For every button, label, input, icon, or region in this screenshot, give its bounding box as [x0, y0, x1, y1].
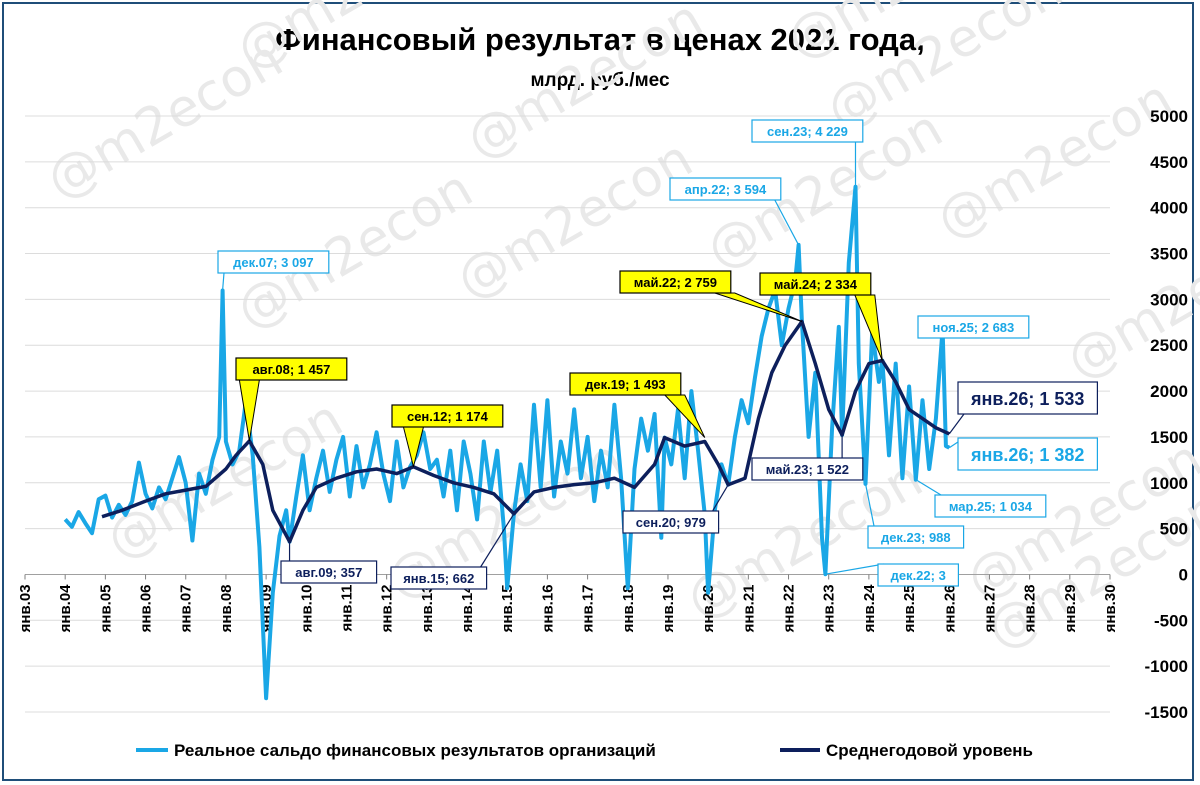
annotation-pointer — [774, 199, 800, 246]
x-tick-label: янв.18 — [620, 584, 637, 632]
x-tick-label: янв.04 — [57, 584, 74, 633]
watermark-text: @m2econ — [227, 159, 483, 342]
series-line-average — [101, 319, 951, 544]
y-tick-label: 1000 — [1150, 474, 1188, 493]
y-tick-label: 4500 — [1150, 153, 1188, 172]
annotation-label: авг.08; 1 457 — [252, 362, 330, 377]
x-tick-label: янв.25 — [901, 584, 918, 632]
x-tick-label: янв.03 — [17, 584, 34, 632]
x-tick-label: янв.24 — [861, 584, 878, 633]
annotation-pointer — [712, 484, 729, 512]
annotation-label: янв.26; 1 382 — [970, 445, 1085, 465]
x-tick-label: янв.16 — [539, 584, 556, 632]
annotation-pointer — [480, 513, 515, 568]
annotation-label: авг.09; 357 — [295, 565, 362, 580]
annotation-box — [619, 270, 732, 294]
annotation-box — [957, 437, 1098, 471]
annotation-label: янв.26; 1 533 — [970, 389, 1085, 409]
x-tick-label: янв.12 — [379, 584, 396, 632]
y-tick-label: -1000 — [1145, 657, 1188, 676]
x-tick-label: янв.20 — [700, 584, 717, 632]
x-tick-label: янв.06 — [138, 584, 155, 632]
chart-subtitle: млрд. руб./мес — [530, 70, 670, 91]
annotation-label: дек.07; 3 097 — [233, 255, 314, 270]
annotation-pointer — [221, 272, 225, 291]
watermark-text: @m2econ — [227, 0, 483, 81]
y-tick-label: 500 — [1160, 520, 1188, 539]
y-tick-label: 1500 — [1150, 428, 1188, 447]
x-tick-label: янв.10 — [298, 584, 315, 632]
annotation-label: сен.12; 1 174 — [407, 409, 489, 424]
chart-title: Финансовый результат в ценах 2021 года, — [275, 22, 925, 57]
watermark-text: @m2econ — [927, 69, 1183, 252]
annotation-box — [759, 272, 872, 296]
x-tick-label: янв.30 — [1102, 584, 1119, 632]
y-tick-label: 3500 — [1150, 245, 1188, 264]
annotation-label: апр.22; 3 594 — [685, 182, 767, 197]
legend-label-average: Среднегодовой уровень — [826, 741, 1033, 760]
annotation-label: дек.19; 1 493 — [585, 377, 666, 392]
legend-label-real: Реальное сальдо финансовых результатов о… — [174, 741, 656, 760]
annotation-box — [751, 457, 864, 481]
x-tick-label: янв.07 — [178, 584, 195, 632]
annotation-pointer — [948, 413, 965, 435]
y-tick-label: 5000 — [1150, 107, 1188, 126]
y-tick-label: 4000 — [1150, 199, 1188, 218]
x-tick-label: янв.08 — [218, 584, 235, 632]
annotation-label: май.22; 2 759 — [634, 275, 717, 290]
annotation-box — [934, 494, 1047, 518]
annotation-box — [867, 525, 965, 549]
annotation-label: май.24; 2 334 — [774, 277, 858, 292]
annotation-box — [280, 560, 378, 584]
annotation-label: дек.23; 988 — [881, 530, 951, 545]
x-tick-label: янв.17 — [580, 584, 597, 632]
annotation-pointer — [864, 483, 875, 527]
x-tick-label: янв.15 — [499, 584, 516, 632]
x-tick-label: янв.27 — [981, 584, 998, 632]
series-line-real — [63, 184, 951, 701]
annotation-box — [391, 404, 504, 428]
annotation-box — [669, 177, 782, 201]
y-tick-label: -1500 — [1145, 703, 1188, 722]
annotation-label: май.23; 1 522 — [766, 462, 849, 477]
annotation-box — [390, 566, 488, 590]
annotation-box — [751, 119, 864, 143]
x-tick-label: янв.19 — [660, 584, 677, 632]
annotation-box — [917, 315, 1030, 339]
annotation-box — [569, 372, 682, 396]
annotation-label: дек.22; 3 — [891, 568, 946, 583]
annotation-label: ноя.25; 2 683 — [933, 320, 1015, 335]
annotation-box — [877, 563, 960, 587]
annotation-label: сен.20; 979 — [636, 515, 706, 530]
annotation-label: сен.23; 4 229 — [767, 124, 848, 139]
x-tick-label: янв.29 — [1062, 584, 1079, 632]
y-tick-label: 2500 — [1150, 336, 1188, 355]
annotation-pointer — [663, 394, 706, 438]
x-tick-label: янв.14 — [459, 584, 476, 633]
x-tick-label: янв.26 — [941, 584, 958, 632]
annotation-box — [622, 510, 720, 534]
y-tick-label: -500 — [1154, 611, 1188, 630]
y-tick-label: 3000 — [1150, 290, 1188, 309]
x-tick-label: янв.23 — [821, 584, 838, 632]
y-tick-label: 2000 — [1150, 382, 1188, 401]
x-tick-label: янв.13 — [419, 584, 436, 632]
y-tick-label: 0 — [1179, 565, 1188, 584]
annotation-label: мар.25; 1 034 — [949, 499, 1033, 514]
x-tick-label: янв.11 — [338, 584, 355, 631]
annotation-box — [235, 357, 348, 381]
x-tick-label: янв.28 — [1022, 584, 1039, 632]
x-tick-label: янв.05 — [97, 584, 114, 632]
annotation-box — [217, 250, 330, 274]
x-tick-label: янв.22 — [781, 584, 798, 632]
annotation-label: янв.15; 662 — [403, 571, 474, 586]
x-tick-label: янв.21 — [740, 584, 757, 632]
annotation-pointer — [825, 563, 885, 575]
annotation-pointer — [915, 479, 942, 496]
annotation-box — [957, 381, 1098, 415]
